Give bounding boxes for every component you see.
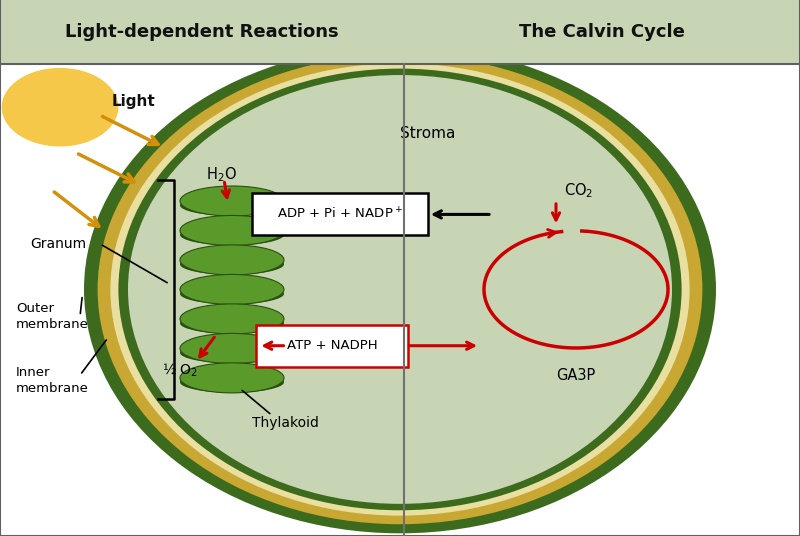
Ellipse shape <box>180 254 284 275</box>
Text: ½ O$_2$: ½ O$_2$ <box>162 361 198 378</box>
Ellipse shape <box>180 186 284 216</box>
Ellipse shape <box>180 312 284 334</box>
FancyBboxPatch shape <box>0 0 404 64</box>
Ellipse shape <box>84 46 716 533</box>
Ellipse shape <box>180 274 284 304</box>
Circle shape <box>2 69 118 146</box>
Text: Stroma: Stroma <box>400 126 456 142</box>
Ellipse shape <box>180 224 284 245</box>
Text: Light-dependent Reactions: Light-dependent Reactions <box>65 23 339 41</box>
Text: Inner
membrane: Inner membrane <box>16 366 89 395</box>
Text: Thylakoid: Thylakoid <box>252 416 319 430</box>
Ellipse shape <box>118 69 682 510</box>
Ellipse shape <box>180 333 284 363</box>
Text: H$_2$O: H$_2$O <box>206 165 238 183</box>
Ellipse shape <box>180 245 284 275</box>
FancyBboxPatch shape <box>251 193 429 235</box>
Text: Light: Light <box>112 94 156 109</box>
Text: CO$_2$: CO$_2$ <box>564 181 594 199</box>
Ellipse shape <box>180 363 284 393</box>
Text: GA3P: GA3P <box>556 368 595 383</box>
Ellipse shape <box>180 304 284 334</box>
Text: ADP + Pi + NADP$^+$: ADP + Pi + NADP$^+$ <box>277 207 403 222</box>
Ellipse shape <box>180 371 284 393</box>
Ellipse shape <box>180 342 284 363</box>
Ellipse shape <box>128 75 672 504</box>
Ellipse shape <box>180 283 284 304</box>
Ellipse shape <box>180 195 284 216</box>
Ellipse shape <box>180 215 284 245</box>
Ellipse shape <box>110 63 690 516</box>
FancyBboxPatch shape <box>404 0 800 64</box>
Ellipse shape <box>128 75 672 504</box>
Text: Outer
membrane: Outer membrane <box>16 302 89 331</box>
Ellipse shape <box>98 55 702 524</box>
Text: Granum: Granum <box>30 237 86 251</box>
Text: ATP + NADPH: ATP + NADPH <box>286 339 378 352</box>
Text: The Calvin Cycle: The Calvin Cycle <box>519 23 685 41</box>
FancyBboxPatch shape <box>256 325 408 367</box>
